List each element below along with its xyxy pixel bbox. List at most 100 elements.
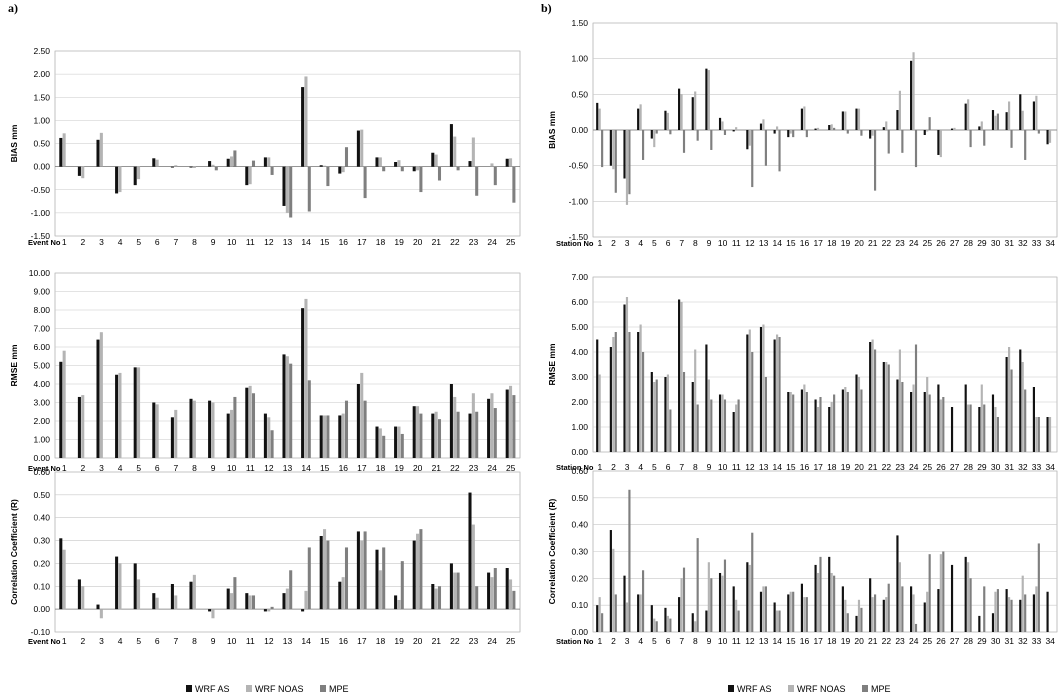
bar-mpe (289, 570, 293, 610)
bar-wrf-noas (598, 374, 601, 452)
x-tick-label: 6 (666, 238, 671, 248)
x-tick-label: 24 (909, 238, 919, 248)
bar-wrf-as (375, 426, 379, 458)
bar-wrf-as (882, 599, 885, 632)
bar-wrf-as (412, 540, 416, 610)
bar-mpe (326, 166, 330, 187)
bar-wrf-as (978, 126, 981, 130)
x-tick-label: 18 (827, 462, 837, 472)
x-tick-label: 11 (246, 636, 255, 646)
bar-wrf-as (855, 108, 858, 130)
y-axis-label: RMSE mm (547, 343, 557, 385)
bar-mpe (696, 404, 699, 452)
y-tick-label: 0.00 (33, 604, 50, 614)
x-tick-label: 21 (432, 463, 442, 473)
bar-wrf-noas (803, 106, 806, 130)
bar-mpe (628, 130, 631, 195)
x-tick-label: 18 (827, 636, 837, 646)
bar-wrf-as (319, 165, 323, 167)
x-tick-label: 5 (652, 462, 657, 472)
x-tick-label: 5 (136, 237, 141, 247)
bar-mpe (456, 411, 460, 458)
bar-wrf-noas (323, 165, 327, 167)
bar-mpe (860, 130, 863, 136)
bar-mpe (382, 547, 386, 610)
legend-label: WRF AS (737, 684, 772, 694)
bar-wrf-as (773, 130, 776, 134)
x-tick-label: 20 (854, 636, 864, 646)
bar-mpe (751, 352, 754, 452)
x-tick-label: 2 (611, 462, 616, 472)
bar-wrf-noas (885, 597, 888, 632)
bar-wrf-noas (323, 529, 327, 610)
bar-wrf-as (991, 110, 995, 130)
bar-mpe (914, 344, 918, 452)
bar-mpe (983, 404, 986, 452)
x-tick-label: 28 (964, 462, 974, 472)
x-tick-label: 5 (652, 238, 657, 248)
bar-wrf-noas (844, 111, 847, 130)
bar-mpe (1037, 417, 1040, 452)
x-tick-label: 14 (301, 463, 311, 473)
legend-label: MPE (871, 684, 891, 694)
x-tick-label: 17 (813, 636, 823, 646)
bar-wrf-as (1046, 417, 1049, 452)
bar-wrf-noas (885, 121, 888, 130)
bar-wrf-noas (118, 372, 122, 458)
bar-wrf-as (1005, 112, 1008, 130)
bar-wrf-noas (707, 562, 710, 632)
x-tick-label: 24 (909, 462, 919, 472)
bar-wrf-as (746, 562, 749, 632)
bar-wrf-noas (694, 349, 697, 452)
x-tick-label: 29 (977, 636, 987, 646)
bar-mpe (969, 404, 972, 452)
bar-wrf-noas (174, 595, 178, 610)
y-tick-label: 2.00 (571, 397, 588, 407)
bar-mpe (996, 589, 999, 632)
x-tick-label: 18 (376, 636, 386, 646)
bar-mpe (1010, 599, 1013, 632)
x-tick-label: 13 (283, 463, 293, 473)
bar-wrf-as (787, 392, 790, 452)
bar-wrf-noas (137, 367, 141, 458)
bar-wrf-noas (612, 130, 615, 170)
bar-wrf-noas (939, 130, 942, 158)
x-tick-label: 12 (264, 636, 274, 646)
bar-mpe (792, 394, 795, 452)
bar-wrf-noas (211, 402, 215, 458)
y-tick-label: 0.20 (33, 558, 50, 568)
bar-wrf-as (923, 130, 926, 135)
x-tick-label: 29 (977, 238, 987, 248)
bar-mpe (400, 166, 404, 172)
bar-mpe (233, 577, 237, 610)
bar-wrf-noas (967, 99, 970, 130)
bar-mpe (819, 556, 822, 632)
x-tick-label: 12 (745, 462, 755, 472)
x-tick-label: 34 (1045, 636, 1055, 646)
x-tick-label: 8 (693, 636, 698, 646)
x-tick-label: 20 (413, 636, 423, 646)
bar-wrf-noas (967, 562, 970, 632)
bar-mpe (641, 130, 645, 160)
x-tick-label: 1 (597, 462, 602, 472)
y-tick-label: 8.00 (33, 305, 50, 315)
bar-wrf-as (1032, 101, 1035, 130)
bar-wrf-noas (871, 339, 874, 452)
x-tick-label: 14 (773, 636, 783, 646)
x-tick-label: 5 (136, 636, 141, 646)
bar-mpe (723, 130, 727, 135)
bar-wrf-as (759, 327, 763, 452)
bar-wrf-noas (509, 385, 513, 458)
y-tick-label: 1.00 (33, 115, 50, 125)
legend-swatch (320, 685, 326, 692)
bar-mpe (805, 597, 808, 632)
bar-wrf-as (910, 60, 913, 131)
bar-mpe (363, 531, 367, 610)
x-tick-label: 10 (718, 238, 728, 248)
bar-mpe (996, 417, 999, 452)
bar-wrf-noas (789, 130, 792, 134)
bar-mpe (614, 332, 617, 452)
bar-wrf-noas (62, 549, 66, 610)
bar-mpe (289, 363, 293, 458)
y-tick-label: 0.10 (33, 581, 50, 591)
